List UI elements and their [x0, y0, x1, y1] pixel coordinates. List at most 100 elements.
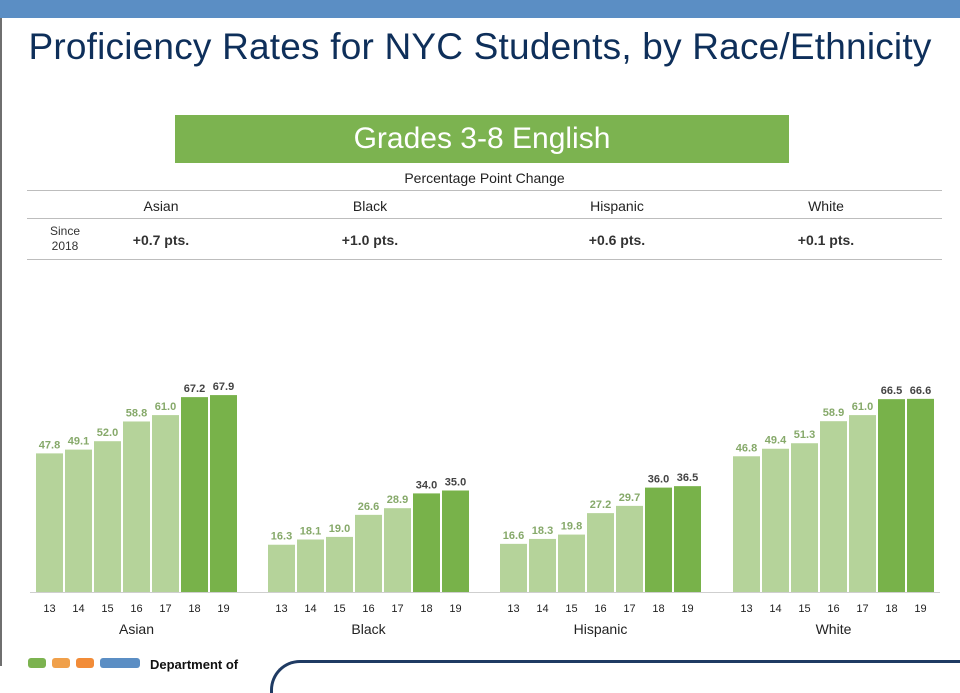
data-label-black-17: 28.9 [387, 494, 408, 506]
tick-label-hispanic-15: 15 [565, 603, 577, 615]
bar-white-19 [907, 398, 934, 592]
data-label-hispanic-15: 19.8 [561, 521, 582, 533]
tick-label-hispanic-14: 14 [536, 603, 548, 615]
data-label-hispanic-13: 16.6 [503, 530, 524, 542]
slide-title: Proficiency Rates for NYC Students, by R… [28, 26, 932, 67]
bar-black-17 [384, 508, 411, 592]
data-label-asian-16: 58.8 [126, 407, 147, 419]
logo-block-green [28, 658, 46, 668]
bar-asian-16 [123, 421, 150, 592]
tick-label-white-19: 19 [914, 603, 926, 615]
bar-black-15 [326, 536, 353, 592]
tick-label-asian-19: 19 [217, 603, 229, 615]
tick-label-black-13: 13 [275, 603, 287, 615]
left-edge-border [0, 18, 2, 666]
table-rule-bottom [27, 259, 942, 260]
data-label-white-17: 61.0 [852, 401, 873, 413]
bar-hispanic-17 [616, 505, 643, 592]
group-label-asian: Asian [119, 621, 154, 637]
change-value-hispanic: +0.6 pts. [588, 232, 646, 248]
tick-label-white-18: 18 [885, 603, 897, 615]
data-label-asian-17: 61.0 [155, 401, 176, 413]
column-header-white: White [808, 198, 844, 214]
tick-label-black-16: 16 [362, 603, 374, 615]
grade-banner: Grades 3-8 English [175, 115, 789, 163]
bar-white-18 [878, 399, 905, 592]
row-label-since-2018: Since 2018 [27, 224, 103, 254]
bar-white-16 [820, 421, 847, 592]
data-label-asian-19: 67.9 [213, 381, 234, 393]
change-value-white: +0.1 pts. [797, 232, 855, 248]
data-label-white-16: 58.9 [823, 407, 844, 419]
tick-label-hispanic-16: 16 [594, 603, 606, 615]
top-accent-bar [0, 0, 960, 18]
group-label-white: White [816, 621, 852, 637]
tick-label-asian-17: 17 [159, 603, 171, 615]
bar-asian-19 [210, 395, 237, 592]
table-header: Percentage Point Change [404, 170, 565, 186]
data-label-black-16: 26.6 [358, 501, 379, 513]
data-label-hispanic-16: 27.2 [590, 499, 611, 511]
proficiency-bar-chart: 47.8 13 49.1 14 52.0 15 58.8 16 61.0 17 67.2 18 67.9… [30, 381, 940, 637]
bar-asian-18 [181, 397, 208, 592]
bar-black-16 [355, 514, 382, 592]
bar-hispanic-13 [500, 543, 527, 592]
tick-label-asian-14: 14 [72, 603, 84, 615]
logo-block-orange [52, 658, 70, 668]
table-rule-top [27, 190, 942, 191]
column-header-hispanic: Hispanic [590, 198, 644, 214]
data-label-asian-15: 52.0 [97, 427, 118, 439]
bar-hispanic-16 [587, 513, 614, 592]
bar-asian-17 [152, 415, 179, 592]
bar-black-14 [297, 539, 324, 592]
group-label-hispanic: Hispanic [574, 621, 628, 637]
group-label-black: Black [351, 621, 386, 637]
bar-asian-14 [65, 449, 92, 592]
bar-white-17 [849, 415, 876, 592]
data-label-white-14: 49.4 [765, 435, 787, 447]
bar-black-13 [268, 544, 295, 592]
tick-label-black-15: 15 [333, 603, 345, 615]
tick-label-black-19: 19 [449, 603, 461, 615]
tick-label-black-14: 14 [304, 603, 316, 615]
data-label-black-14: 18.1 [300, 526, 321, 538]
bar-hispanic-18 [645, 487, 672, 592]
data-label-black-18: 34.0 [416, 479, 437, 491]
tick-label-white-16: 16 [827, 603, 839, 615]
tick-label-white-14: 14 [769, 603, 781, 615]
tick-label-black-18: 18 [420, 603, 432, 615]
data-label-hispanic-18: 36.0 [648, 474, 669, 486]
bar-white-15 [791, 443, 818, 592]
tick-label-asian-15: 15 [101, 603, 113, 615]
data-label-asian-14: 49.1 [68, 436, 89, 448]
data-label-white-18: 66.5 [881, 385, 902, 397]
tick-label-black-17: 17 [391, 603, 403, 615]
tick-label-hispanic-17: 17 [623, 603, 635, 615]
tick-label-white-17: 17 [856, 603, 868, 615]
tick-label-hispanic-13: 13 [507, 603, 519, 615]
department-footer-text: Department of [150, 657, 239, 672]
data-label-white-13: 46.8 [736, 442, 757, 454]
bar-hispanic-19 [674, 486, 701, 592]
tick-label-white-15: 15 [798, 603, 810, 615]
tick-label-asian-16: 16 [130, 603, 142, 615]
table-rule-middle [27, 218, 942, 219]
logo-block-blue [100, 658, 140, 668]
row-label-line2: 2018 [51, 239, 79, 253]
data-label-black-19: 35.0 [445, 477, 466, 489]
footer-arc [270, 660, 960, 693]
data-label-asian-18: 67.2 [184, 383, 205, 395]
bar-black-19 [442, 490, 469, 592]
bar-hispanic-14 [529, 538, 556, 592]
data-label-hispanic-14: 18.3 [532, 525, 553, 537]
bar-hispanic-15 [558, 534, 585, 592]
data-label-hispanic-19: 36.5 [677, 472, 698, 484]
tick-label-hispanic-19: 19 [681, 603, 693, 615]
tick-label-white-13: 13 [740, 603, 752, 615]
data-label-white-15: 51.3 [794, 429, 815, 441]
logo-block-orange-2 [76, 658, 94, 668]
bar-asian-13 [36, 453, 63, 592]
data-label-black-13: 16.3 [271, 531, 292, 543]
tick-label-asian-18: 18 [188, 603, 200, 615]
bar-white-13 [733, 456, 760, 592]
